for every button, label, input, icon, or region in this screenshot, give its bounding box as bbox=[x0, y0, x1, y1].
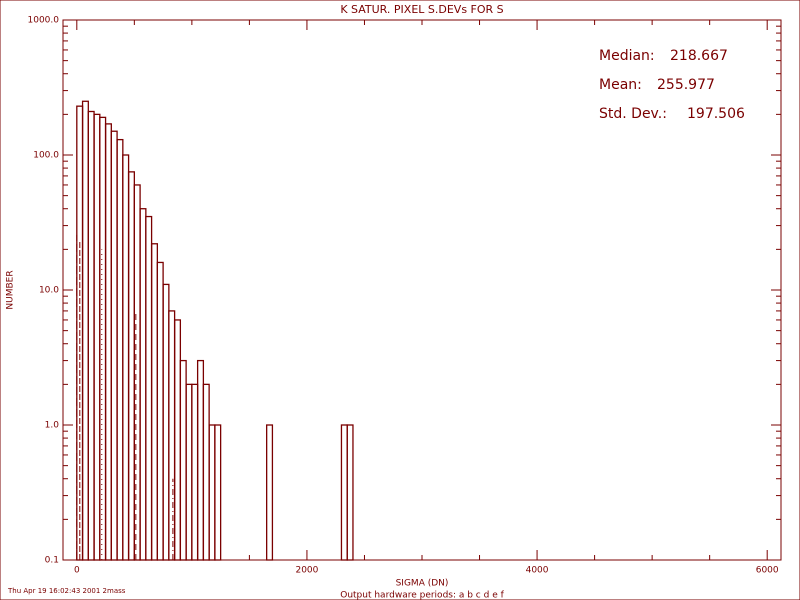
y-tick-label: 0.1 bbox=[45, 556, 59, 566]
stat-value: 197.506 bbox=[687, 106, 745, 122]
y-tick-label: 1.0 bbox=[45, 421, 60, 431]
x-tick-label: 0 bbox=[74, 566, 80, 576]
y-tick-label: 10.0 bbox=[39, 286, 59, 296]
stat-label: Std. Dev.: bbox=[599, 106, 667, 122]
chart-title: K SATUR. PIXEL S.DEVs FOR S bbox=[340, 3, 503, 16]
x-tick-label: 2000 bbox=[295, 566, 318, 576]
x-axis-label: SIGMA (DN) bbox=[396, 579, 449, 589]
y-tick-label: 100.0 bbox=[33, 151, 59, 161]
histogram-bar bbox=[266, 424, 274, 561]
stat-label: Mean: bbox=[599, 77, 642, 93]
histogram-bar bbox=[346, 424, 354, 561]
stat-value: 218.667 bbox=[670, 48, 728, 64]
subtitle: Output hardware periods: a b c d e f bbox=[340, 591, 504, 600]
x-tick-label: 4000 bbox=[526, 566, 549, 576]
stat-label: Median: bbox=[599, 48, 655, 64]
stat-value: 255.977 bbox=[657, 77, 715, 93]
y-axis-label: NUMBER bbox=[6, 270, 16, 309]
x-tick-label: 6000 bbox=[756, 566, 779, 576]
histogram-bar bbox=[214, 424, 222, 561]
footer: Thu Apr 19 16:02:43 2001 2mass bbox=[7, 587, 126, 595]
y-tick-label: 1000.0 bbox=[28, 16, 60, 26]
